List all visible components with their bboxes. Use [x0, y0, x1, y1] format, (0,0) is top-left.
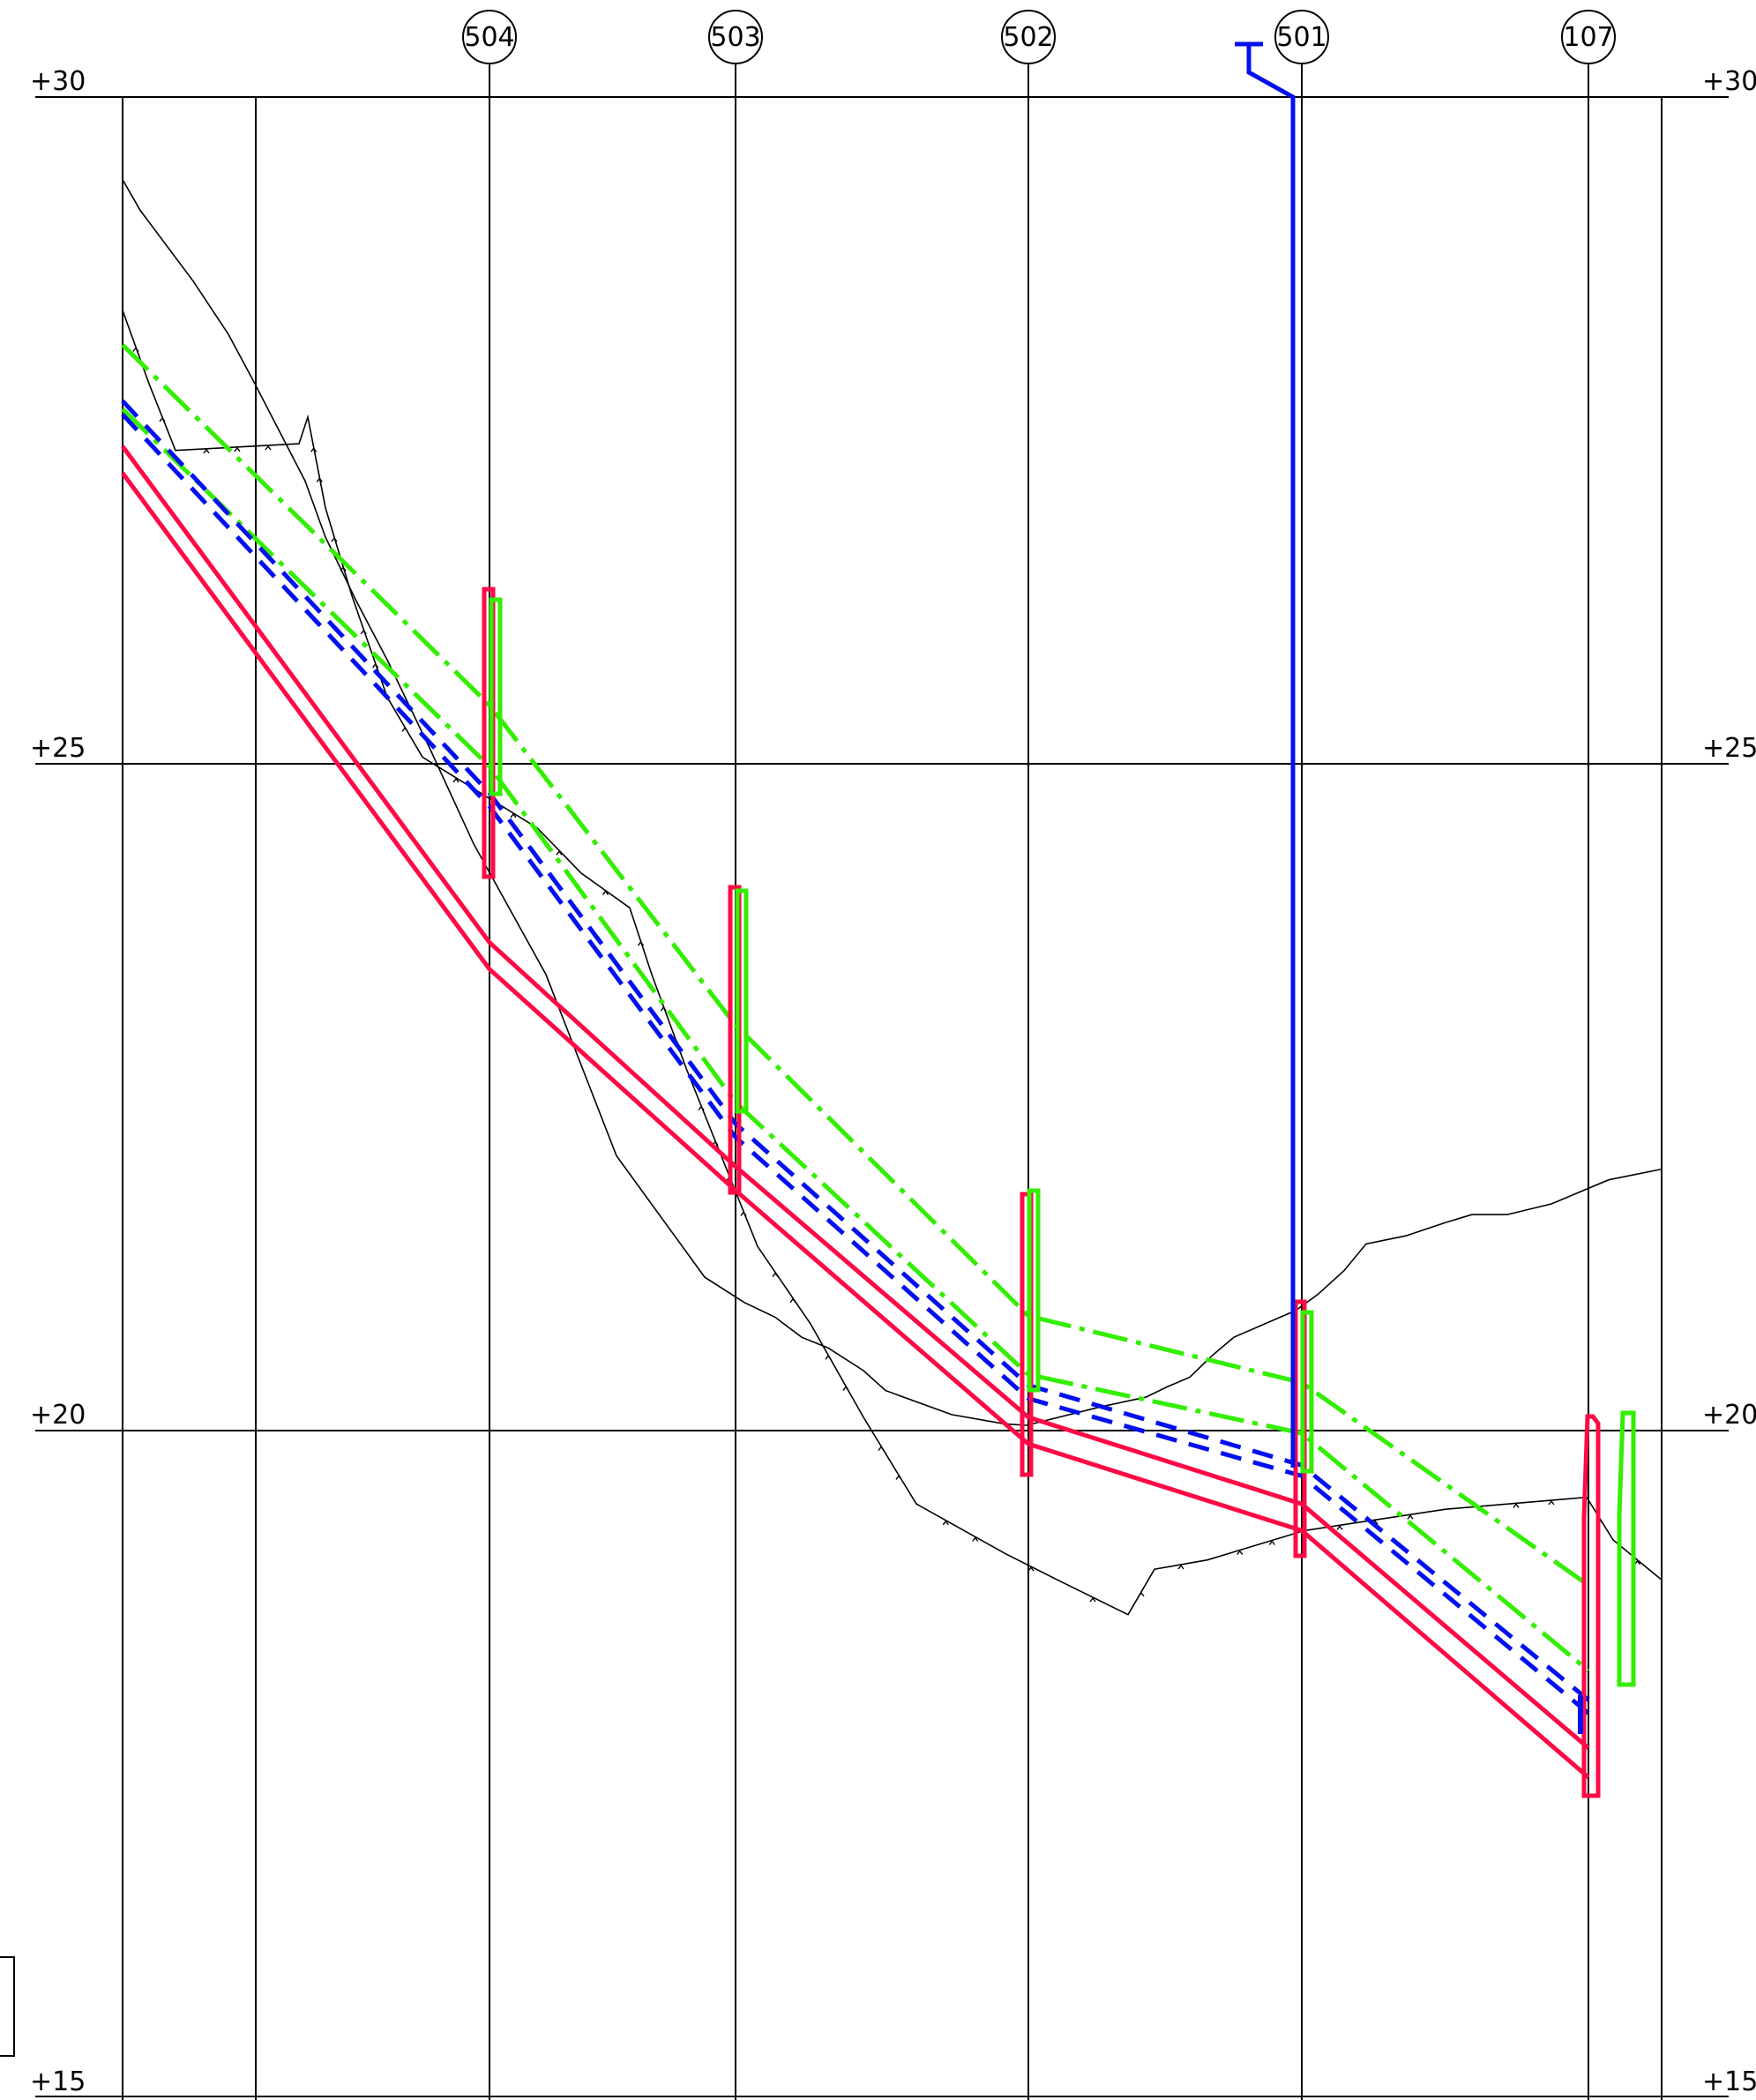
- embankment-tick: [340, 566, 347, 572]
- embankment-tick: [510, 812, 517, 818]
- embankment-tick: [698, 1105, 705, 1111]
- embankment-tick: [1268, 1540, 1275, 1545]
- elevation-labels-left: +30 +25 +20 +15: [30, 66, 86, 2097]
- elevation-label-30-left: +30: [30, 66, 86, 97]
- embankment-tick: [1548, 1499, 1555, 1506]
- manhole-label-circle: [1274, 10, 1329, 64]
- elevation-label-20-left: +20: [30, 1400, 86, 1431]
- manhole-label: 107: [1563, 22, 1613, 53]
- elevation-label-20-right: +20: [1702, 1400, 1756, 1431]
- embankment-tick: [825, 1355, 832, 1360]
- embankment-tick: [660, 1006, 667, 1012]
- embankment-tick: [972, 1536, 979, 1542]
- embankment-tick: [895, 1475, 902, 1480]
- embankment-tick: [637, 940, 645, 946]
- storm-sewer-pipe-top: [120, 445, 1590, 1750]
- elevation-label-15-right: +15: [1702, 2066, 1756, 2097]
- foul-chamber-501: [1300, 1310, 1314, 1474]
- manhole-107: 107: [1561, 10, 1616, 2100]
- storm-chamber-107: [1581, 1414, 1601, 1798]
- manhole-chambers: [482, 587, 1636, 1798]
- embankment-tick: [1177, 1564, 1184, 1570]
- embankment-tick: [842, 1386, 849, 1392]
- water-main-upper-line: [121, 399, 1590, 1702]
- embankment-tick: [203, 448, 210, 454]
- foul-chamber-504: [489, 597, 503, 796]
- embankment-tick: [360, 629, 367, 635]
- embankment-tick: [772, 1272, 779, 1278]
- title-block-fragment: [0, 1956, 15, 2057]
- embankment-tick: [789, 1297, 796, 1304]
- water-main-lower-line: [121, 413, 1590, 1715]
- manhole-label: 501: [1276, 22, 1326, 53]
- foul-chamber-502: [1027, 1188, 1041, 1393]
- elevation-label-30-right: +30: [1702, 66, 1756, 97]
- manhole-501: 501: [1274, 10, 1329, 2100]
- storm-sewer-pipe-bottom: [120, 471, 1590, 1779]
- embankment-tick: [556, 850, 563, 856]
- manhole-label-circle: [1001, 10, 1056, 64]
- embankment-tick: [401, 727, 408, 732]
- manhole-label: 502: [1003, 22, 1053, 53]
- embankment-tick: [1237, 1550, 1244, 1556]
- embankment-tick: [740, 1211, 747, 1216]
- embankment-tick: [452, 777, 460, 783]
- manhole-label-circle: [1561, 10, 1616, 64]
- embankment-line: [122, 310, 1663, 1616]
- foul-sewer-upper-line: [121, 343, 1590, 1588]
- embankment-tick: [602, 890, 609, 896]
- embankment-hatch-ticks: [132, 347, 1641, 1603]
- manhole-504: 504: [462, 10, 517, 2100]
- foul-chamber-503: [735, 888, 749, 1114]
- elevation-labels-right: +30 +25 +20 +15: [1702, 66, 1756, 2097]
- existing-ground-line: [122, 179, 1663, 1426]
- foul-chamber-107: [1617, 1410, 1636, 1687]
- elevation-label-25-left: +25: [30, 733, 86, 764]
- water-main-riser-501: [1235, 41, 1296, 1468]
- embankment-tick: [372, 662, 379, 669]
- embankment-tick: [878, 1446, 885, 1452]
- embankment-tick: [1027, 1566, 1035, 1572]
- embankment-tick: [1336, 1525, 1343, 1530]
- embankment-tick: [159, 416, 166, 422]
- embankment-tick: [1513, 1503, 1520, 1508]
- embankment-tick: [942, 1520, 949, 1526]
- elevation-label-15-left: +15: [30, 2066, 86, 2097]
- embankment-tick: [265, 445, 272, 451]
- manhole-label-circle: [708, 10, 763, 64]
- elevation-label-25-right: +25: [1702, 733, 1756, 764]
- embankment-tick: [234, 446, 241, 452]
- embankment-tick: [316, 477, 323, 482]
- embankment-tick: [1407, 1514, 1414, 1520]
- embankment-tick: [1089, 1596, 1096, 1603]
- foul-sewer-lower-line: [121, 407, 1590, 1673]
- manhole-label: 503: [710, 22, 760, 53]
- embankment-tick: [331, 536, 338, 542]
- manhole-502: 502: [1001, 10, 1056, 2100]
- manhole-label-circle: [462, 10, 517, 64]
- embankment-tick: [132, 347, 139, 352]
- manhole-markers: 504 503 502 501 107: [462, 10, 1616, 2100]
- embankment-tick: [310, 447, 318, 452]
- embankment-tick: [1138, 1591, 1145, 1597]
- manhole-label: 504: [464, 22, 514, 53]
